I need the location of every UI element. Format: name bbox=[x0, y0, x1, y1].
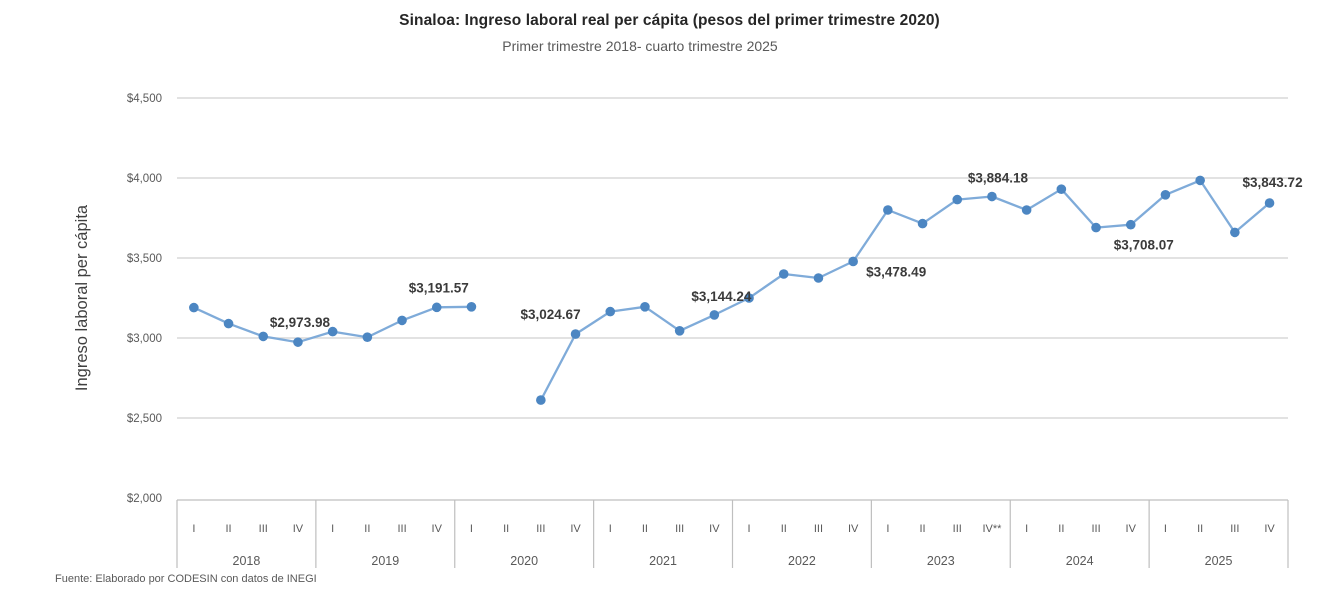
data-point bbox=[327, 326, 338, 337]
quarter-label: IV bbox=[432, 523, 443, 535]
quarter-label: IV bbox=[570, 523, 581, 535]
year-label: 2023 bbox=[927, 554, 955, 568]
quarter-label: IV bbox=[1264, 523, 1275, 535]
quarter-label: IV bbox=[848, 523, 859, 535]
data-point bbox=[605, 306, 616, 317]
quarter-label: II bbox=[919, 523, 925, 535]
quarter-label: III bbox=[1091, 523, 1100, 535]
quarter-label: II bbox=[225, 523, 231, 535]
data-point bbox=[987, 191, 997, 202]
data-point bbox=[466, 302, 477, 312]
quarter-label: III bbox=[259, 523, 268, 535]
data-label: $3,708.07 bbox=[1114, 238, 1174, 253]
y-tick-label: $2,500 bbox=[127, 413, 162, 425]
data-label: $2,973.98 bbox=[270, 315, 331, 330]
quarter-label: III bbox=[953, 523, 962, 535]
data-label: $3,884.18 bbox=[968, 171, 1029, 186]
year-label: 2025 bbox=[1205, 554, 1233, 568]
data-point bbox=[674, 326, 685, 336]
chart-title: Sinaloa: Ingreso laboral real per cápita… bbox=[399, 12, 940, 29]
data-point bbox=[258, 331, 269, 342]
quarter-label: II bbox=[642, 523, 648, 535]
quarter-label: I bbox=[609, 523, 612, 535]
year-label: 2018 bbox=[233, 554, 261, 568]
data-point bbox=[1021, 205, 1032, 215]
quarter-label: I bbox=[1164, 523, 1167, 535]
data-point bbox=[431, 302, 442, 313]
data-label: $3,843.72 bbox=[1243, 175, 1303, 190]
data-label: $3,191.57 bbox=[409, 280, 469, 295]
y-tick-label: $2,000 bbox=[127, 493, 162, 505]
quarter-label: IV** bbox=[982, 523, 1002, 535]
y-tick-label: $3,500 bbox=[127, 253, 162, 265]
data-point bbox=[570, 329, 581, 339]
y-tick-label: $4,000 bbox=[127, 173, 162, 185]
quarter-label: I bbox=[748, 523, 751, 535]
quarter-label: I bbox=[886, 523, 889, 535]
year-label: 2021 bbox=[649, 554, 677, 568]
year-label: 2020 bbox=[510, 554, 538, 568]
data-label: $3,478.49 bbox=[866, 264, 926, 279]
source-note: Fuente: Elaborado por CODESIN con datos … bbox=[55, 573, 317, 585]
quarter-label: II bbox=[1197, 523, 1203, 535]
quarter-label: III bbox=[536, 523, 545, 535]
year-label: 2024 bbox=[1066, 554, 1094, 568]
y-tick-label: $4,500 bbox=[127, 93, 162, 105]
data-point bbox=[223, 318, 234, 329]
quarter-label: II bbox=[781, 523, 787, 535]
data-point bbox=[1091, 222, 1101, 233]
data-label: $3,144.24 bbox=[691, 289, 752, 304]
data-point bbox=[1264, 198, 1275, 208]
data-point bbox=[397, 315, 407, 326]
quarter-label: II bbox=[1058, 523, 1064, 535]
data-point bbox=[1160, 190, 1171, 200]
year-label: 2022 bbox=[788, 554, 816, 568]
data-point bbox=[1125, 219, 1136, 230]
data-point bbox=[813, 273, 824, 283]
quarter-label: III bbox=[814, 523, 823, 535]
data-point bbox=[952, 194, 963, 205]
quarter-label: IV bbox=[293, 523, 304, 535]
data-point bbox=[883, 205, 893, 215]
quarter-label: II bbox=[503, 523, 509, 535]
data-point bbox=[848, 256, 858, 267]
data-point bbox=[536, 395, 546, 405]
quarter-label: I bbox=[470, 523, 473, 535]
data-point bbox=[1230, 227, 1240, 238]
data-point bbox=[1056, 184, 1067, 194]
data-point bbox=[1195, 175, 1205, 186]
chart-subtitle: Primer trimestre 2018- cuarto trimestre … bbox=[502, 38, 778, 54]
data-point bbox=[293, 337, 303, 347]
data-point bbox=[709, 310, 720, 320]
data-point bbox=[640, 302, 650, 312]
quarter-label: IV bbox=[709, 523, 720, 535]
data-point bbox=[778, 269, 789, 279]
quarter-label: I bbox=[1025, 523, 1028, 535]
quarter-label: III bbox=[1230, 523, 1239, 535]
y-tick-label: $3,000 bbox=[127, 333, 162, 345]
data-point bbox=[189, 302, 199, 313]
quarter-label: III bbox=[675, 523, 684, 535]
data-label: $3,024.67 bbox=[521, 307, 581, 322]
quarter-label: I bbox=[192, 523, 195, 535]
quarter-label: III bbox=[397, 523, 406, 535]
data-point bbox=[917, 218, 928, 229]
quarter-label: IV bbox=[1126, 523, 1137, 535]
year-label: 2019 bbox=[371, 554, 399, 568]
data-point bbox=[744, 293, 754, 303]
quarter-label: II bbox=[364, 523, 370, 535]
quarter-label: I bbox=[331, 523, 334, 535]
data-point bbox=[362, 332, 373, 343]
